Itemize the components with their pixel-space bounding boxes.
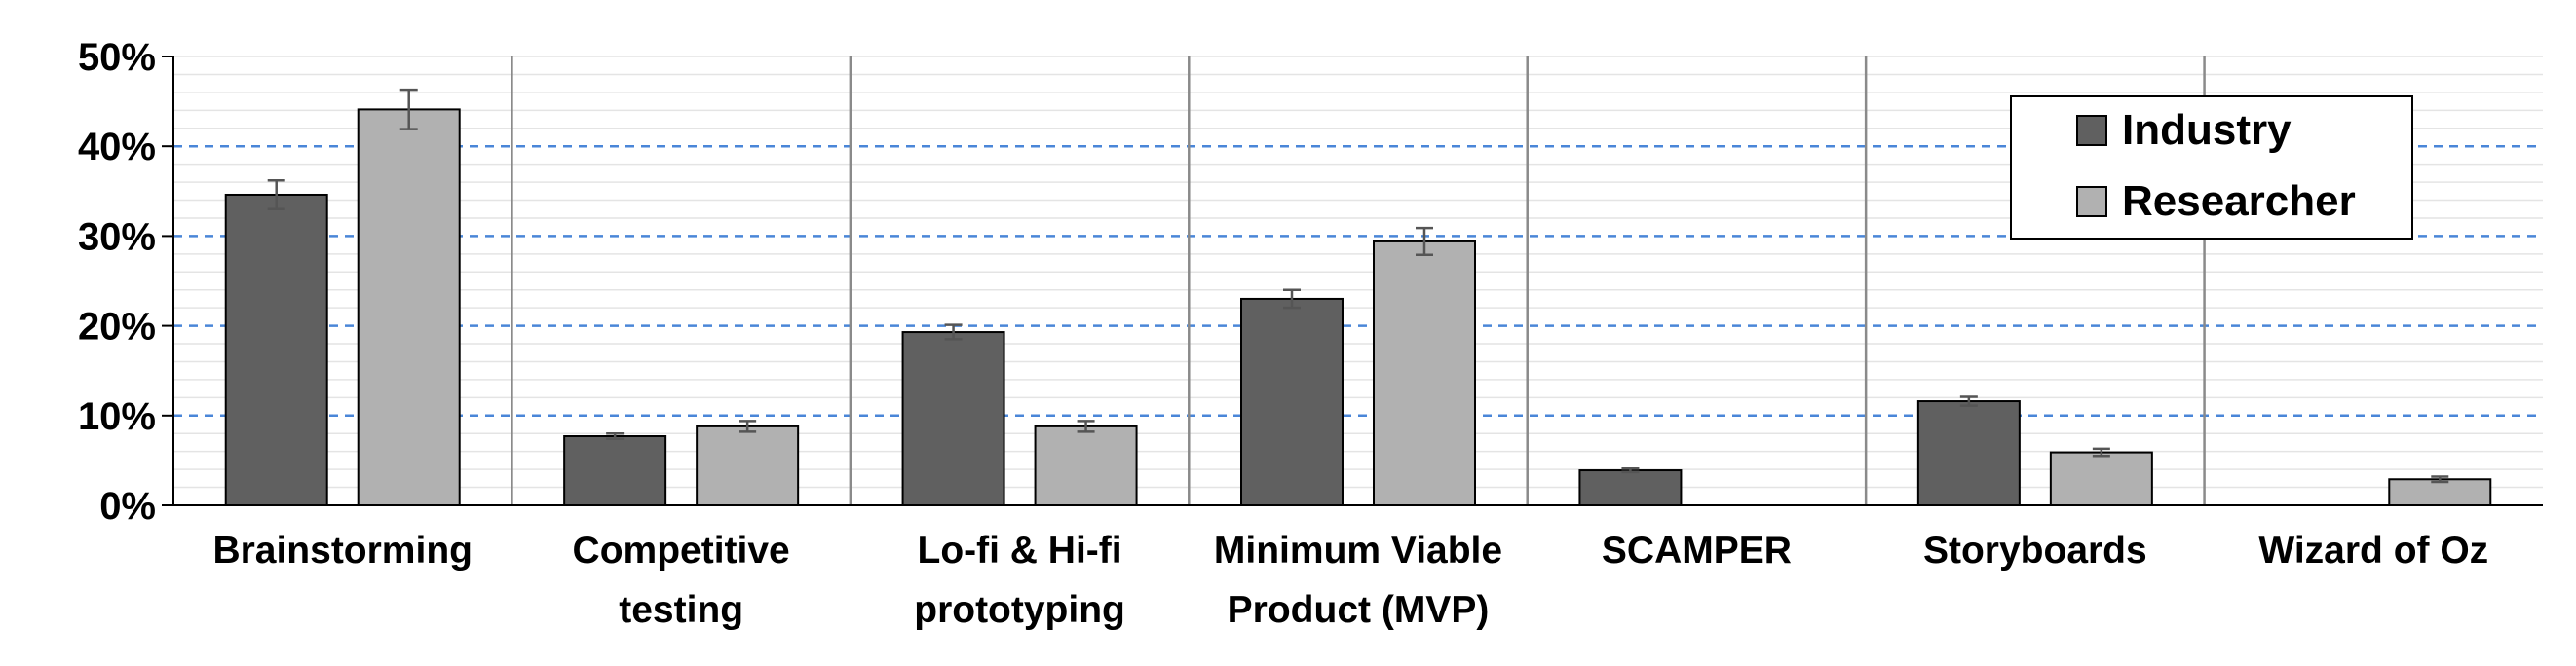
category-label: Storyboards xyxy=(1923,530,2147,572)
category-label: Minimum Viable xyxy=(1214,530,1502,572)
bar-industry xyxy=(1578,469,1683,506)
bar-industry xyxy=(1916,400,2021,507)
y-tick-label: 0% xyxy=(99,485,156,528)
category-label: prototyping xyxy=(914,589,1125,631)
bar-industry xyxy=(901,331,1005,506)
legend-label-industry: Industry xyxy=(2122,106,2292,154)
category-label: Product (MVP) xyxy=(1228,589,1490,631)
bar-researcher xyxy=(696,425,800,507)
category-label: Lo-fi & Hi-fi xyxy=(918,530,1122,572)
y-tick-labels: 0% 10% 20% 30% 40% 50% xyxy=(78,36,173,528)
bar-researcher xyxy=(357,108,461,506)
legend-swatch-researcher xyxy=(2076,186,2107,217)
y-tick-label: 50% xyxy=(78,36,156,79)
category-label: testing xyxy=(619,589,743,631)
y-tick-label: 30% xyxy=(78,215,156,258)
bar-researcher xyxy=(2049,451,2153,506)
bar-researcher xyxy=(1034,425,1138,507)
category-labels: Brainstorming Competitive testing Lo-fi & H… xyxy=(212,530,2488,631)
legend-swatch-industry xyxy=(2076,115,2107,146)
bar-researcher xyxy=(1373,240,1476,506)
legend-label-researcher: Researcher xyxy=(2122,177,2356,225)
y-tick-label: 20% xyxy=(78,306,156,349)
error-bars xyxy=(267,88,2449,484)
category-label: Wizard of Oz xyxy=(2258,530,2488,572)
category-label: SCAMPER xyxy=(1602,530,1792,572)
bars xyxy=(224,108,2492,507)
legend: Industry Researcher xyxy=(2010,95,2413,240)
y-tick-label: 40% xyxy=(78,126,156,168)
category-label: Brainstorming xyxy=(212,530,473,572)
bar-industry xyxy=(1240,297,1344,506)
bar-industry xyxy=(563,435,667,507)
bar-industry xyxy=(224,193,328,506)
major-gridlines xyxy=(173,144,2543,418)
category-label: Competitive xyxy=(573,530,790,572)
y-tick-label: 10% xyxy=(78,395,156,438)
